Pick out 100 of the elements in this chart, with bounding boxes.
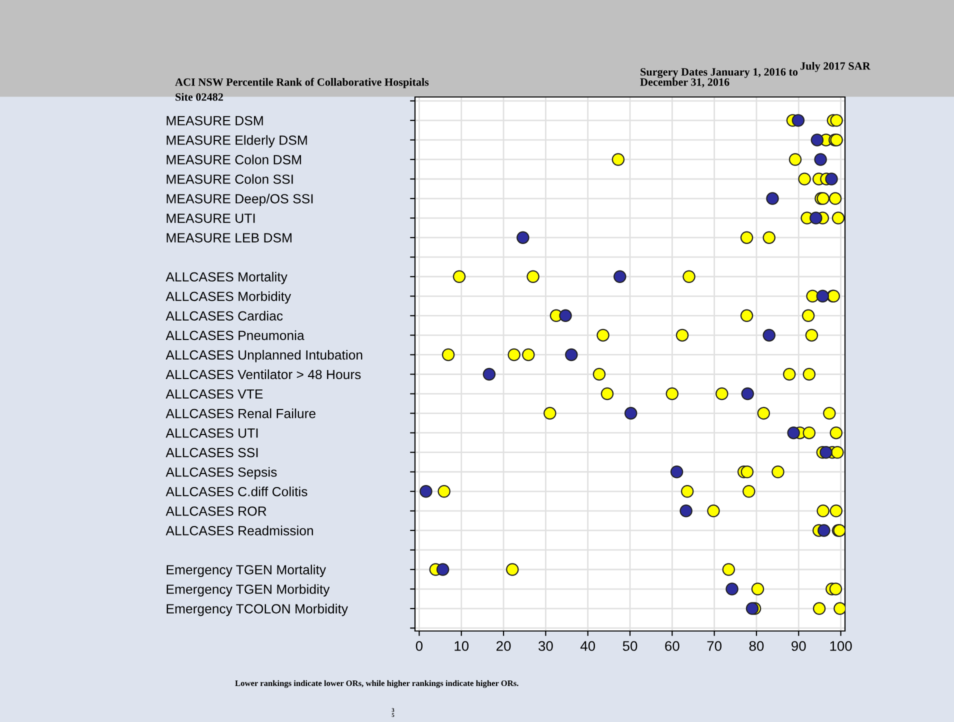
y-tick-label: MEASURE UTI [166,214,255,223]
y-tick-label: Emergency TGEN Mortality [166,564,326,578]
x-tick-label: 0 [416,641,423,651]
x-tick-label: 40 [580,641,596,651]
y-tick-label: MEASURE Colon DSM [166,154,301,164]
y-tick-label: ALLCASES Pneumonia [166,330,304,340]
point [833,524,845,537]
x-tick-label: 70 [707,641,722,651]
point [830,114,843,127]
point [820,446,832,459]
y-tick-label: ALLCASES SSI [166,448,258,458]
point [740,466,754,478]
text: ACI NSW Percentile Rank of Collaborative Hospitals [175,78,429,88]
point [726,582,738,596]
y-tick-label: ALLCASES Mortality [166,272,288,284]
point [544,406,556,420]
point [762,231,776,244]
point [522,348,535,362]
point [792,114,805,127]
point [814,153,827,166]
y-tick-label: ALLCASES Cardiac [166,310,283,321]
point [676,328,689,342]
point [830,426,843,440]
point [805,328,818,342]
point [600,387,614,400]
point [680,485,694,498]
x-tick-label: 10 [454,641,469,651]
point [818,524,830,537]
y-tick-label: ALLCASES Morbidity [166,291,292,304]
point [788,153,802,166]
point [802,309,815,322]
point [802,368,816,381]
text: July 2017 SAR [800,62,870,72]
point [816,504,830,518]
x-tick-label: 50 [622,641,638,651]
text: Site 02482 [176,92,223,101]
text: Lower rankings indicate lower ORs, while higher rankings indicate higher ORs. [235,680,518,688]
point [722,563,736,576]
y-tick-label: ALLCASES ROR [166,506,266,516]
point [741,387,754,400]
point [746,602,759,615]
point [680,504,692,518]
y-tick-label: ALLCASES Unplanned Intubation [166,350,362,362]
point [438,485,450,498]
y-tick-label: Emergency TGEN Morbidity [166,584,330,597]
point [612,153,625,166]
point [823,406,836,420]
point [596,328,610,342]
point [420,485,432,498]
x-tick-label: 90 [792,641,806,651]
point [810,212,822,224]
point [757,406,770,420]
y-tick-label: ALLCASES VTE [166,389,263,399]
y-tick-label: ALLCASES Ventilator > 48 Hours [166,369,361,380]
y-tick-label: Emergency TCOLON Morbidity [166,604,348,616]
point [716,387,728,400]
point [614,270,626,283]
point [707,504,720,518]
y-tick-label: ALLCASES UTI [166,428,258,438]
point [832,212,845,224]
point [787,426,800,440]
point [751,582,764,596]
y-tick-label: MEASURE Colon SSI [166,174,293,184]
x-tick-label: 100 [830,641,852,651]
point [806,290,819,303]
point [834,602,845,615]
point [772,466,784,478]
point [624,406,638,420]
point [766,192,779,205]
point [526,270,540,283]
y-tick-label: ALLCASES Renal Failure [166,408,316,418]
point [802,426,816,440]
point [442,348,455,362]
point [762,328,776,342]
point [666,387,679,400]
y-tick-label: MEASURE Elderly DSM [166,135,307,148]
point [506,563,519,576]
point [740,309,754,322]
x-tick-label: 60 [665,641,680,651]
point [742,485,756,498]
y-tick-label: MEASURE DSM [166,116,263,126]
point [436,563,450,576]
x-tick-label: 20 [496,641,511,651]
point [482,368,496,381]
point [559,309,572,322]
y-tick-label: ALLCASES Readmission [166,526,313,536]
point [452,270,466,283]
point [830,504,843,518]
y-tick-label: ALLCASES C.diff Colitis [166,486,308,496]
point [810,134,824,146]
point [825,172,838,186]
point [592,368,606,381]
point [828,192,842,205]
x-tick-label: 30 [538,641,553,651]
point [831,446,844,459]
x-tick-label: 80 [749,641,764,651]
y-tick-label: MEASURE Deep/OS SSI [166,194,313,206]
point [670,466,684,478]
point [682,270,696,283]
point [516,231,530,244]
